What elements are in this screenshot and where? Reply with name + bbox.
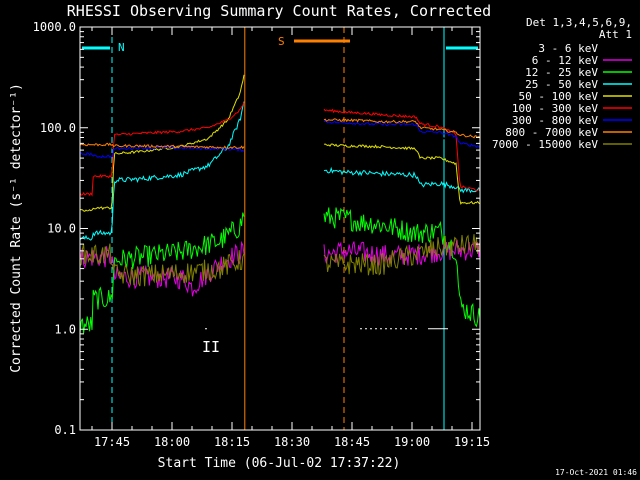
low-rate-dot-0 (360, 328, 362, 330)
low-rate-dot-10 (410, 328, 412, 330)
legend-entry-0: 3 - 6 keV (538, 42, 598, 55)
series-line-7 (80, 142, 245, 150)
series-line-post-3 (323, 166, 480, 194)
low-rate-dot-a (205, 328, 207, 330)
legend-entry-4: 50 - 100 keV (519, 90, 599, 103)
series-line-8 (80, 243, 245, 287)
series-line-post-1 (323, 239, 480, 266)
low-rate-dot-5 (385, 328, 387, 330)
y-tick-label-4: 1000.0 (33, 20, 76, 34)
y-tick-label-1: 1.0 (54, 322, 76, 336)
x-tick-label-2: 18:15 (214, 435, 250, 449)
legend-entry-5: 100 - 300 keV (512, 102, 598, 115)
y-axis-label: Corrected Count Rate (s⁻¹ detector⁻¹) (9, 83, 24, 373)
night-label: N (118, 41, 125, 54)
saa-label: S (278, 35, 285, 48)
x-tick-label-4: 18:45 (334, 435, 370, 449)
axes-layer: 0.1 1.0 10.0 100.0 1000.0 17:45 18:00 18:15 18:3… (33, 20, 490, 449)
series-line-post-0 (323, 135, 480, 140)
series-layer (80, 74, 480, 334)
low-rate-dot-3 (375, 328, 377, 330)
x-tick-label-0: 17:45 (94, 435, 130, 449)
legend-entry-2: 12 - 25 keV (525, 66, 598, 79)
y-tick-label-3: 100.0 (40, 121, 76, 135)
low-rate-dot-1 (365, 328, 367, 330)
legend-entry-7: 800 - 7000 keV (505, 126, 598, 139)
low-rate-dot-2 (370, 328, 372, 330)
low-rate-dot-11 (415, 328, 417, 330)
legend-entry-6: 300 - 800 keV (512, 114, 598, 127)
legend-header-1: Det 1,3,4,5,6,9, (526, 16, 632, 29)
series-line-post-6 (323, 120, 480, 149)
series-line-post-2 (323, 207, 480, 328)
legend-header-2: Att 1 (599, 28, 632, 41)
low-rate-dot-4 (380, 328, 382, 330)
chart-title: RHESSI Observing Summary Count Rates, Co… (67, 2, 491, 20)
x-axis-label: Start Time (06-Jul-02 17:37:22) (158, 456, 401, 471)
legend-entry-1: 6 - 12 keV (532, 54, 599, 67)
low-rate-dot-7 (395, 328, 397, 330)
low-rate-dot-8 (400, 328, 402, 330)
series-line-post-4 (323, 143, 480, 205)
x-tick-label-5: 19:00 (394, 435, 430, 449)
timestamp: 17-Oct-2021 01:46 (555, 468, 637, 477)
low-rate-dot-9 (405, 328, 407, 330)
series-line-3 (80, 101, 245, 241)
series-line-post-8 (323, 234, 480, 276)
x-tick-label-3: 18:30 (274, 435, 310, 449)
series-line-post-7 (323, 118, 480, 139)
y-tick-label-0: 0.1 (54, 423, 76, 437)
low-rate-seg-b (428, 328, 448, 330)
attenuator-label: II (202, 338, 220, 356)
x-tick-label-1: 18:00 (154, 435, 190, 449)
low-rate-dot-6 (390, 328, 392, 330)
legend-entry-8: 7000 - 15000 keV (492, 138, 598, 151)
x-tick-label-6: 19:15 (454, 435, 490, 449)
series-line-post-5 (323, 108, 480, 192)
series-line-5 (80, 102, 245, 197)
y-tick-label-2: 10.0 (47, 222, 76, 236)
legend-entry-3: 25 - 50 keV (525, 78, 598, 91)
series-line-2 (80, 212, 245, 334)
